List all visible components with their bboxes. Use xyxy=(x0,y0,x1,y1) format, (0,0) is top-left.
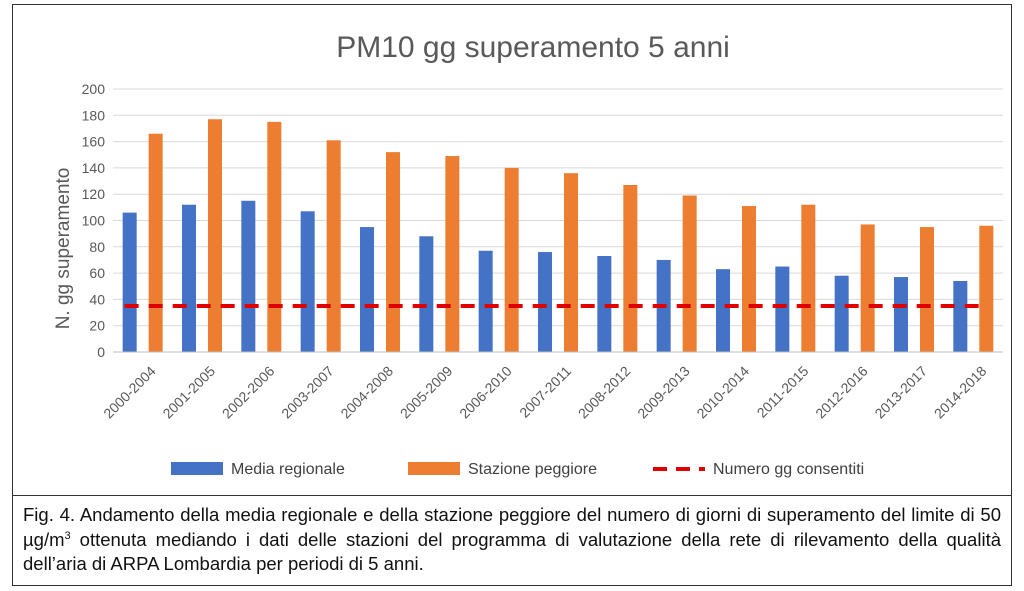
x-tick-label: 2012-2016 xyxy=(812,363,871,422)
bar-stazione-peggiore xyxy=(445,156,460,352)
x-tick-label: 2005-2009 xyxy=(397,363,456,422)
x-tick-label: 2014-2018 xyxy=(931,363,990,422)
legend-swatch-media-regionale xyxy=(171,462,223,475)
legend-label: Media regionale xyxy=(231,461,345,478)
bar-media-regionale xyxy=(834,275,849,352)
bar-media-regionale xyxy=(894,277,908,352)
bar-media-regionale xyxy=(597,256,612,352)
x-tick-label: 2006-2010 xyxy=(456,363,515,422)
bar-stazione-peggiore xyxy=(682,195,697,352)
bar-stazione-peggiore xyxy=(208,119,222,353)
bar-stazione-peggiore xyxy=(920,227,934,352)
caption-superscript: 3 xyxy=(64,529,71,542)
y-tick-label: 40 xyxy=(89,291,105,307)
bar-media-regionale xyxy=(182,204,196,352)
bar-stazione-peggiore xyxy=(326,140,341,352)
y-tick-label: 100 xyxy=(82,213,106,229)
figure-frame: PM10 gg superamento 5 anni 0 20 40 60 80 100 12… xyxy=(12,4,1012,586)
x-tick-label: 2007-2011 xyxy=(516,363,574,421)
y-tick-label: 160 xyxy=(82,134,106,150)
x-tick-label: 2001-2005 xyxy=(159,363,218,422)
x-tick-label: 2000-2004 xyxy=(100,363,159,422)
bar-stazione-peggiore xyxy=(860,224,875,352)
x-tick-label: 2011-2015 xyxy=(754,363,812,421)
legend-swatch-stazione-peggiore xyxy=(408,462,460,475)
y-tick-label: 20 xyxy=(89,318,105,334)
bar-stazione-peggiore xyxy=(148,133,163,352)
y-tick-label: 180 xyxy=(82,107,106,123)
bar-media-regionale xyxy=(538,252,552,352)
x-tick-label: 2009-2013 xyxy=(634,363,693,422)
bar-stazione-peggiore xyxy=(801,204,816,352)
bar-stazione-peggiore xyxy=(504,167,519,352)
legend-label: Numero gg consentiti xyxy=(713,461,864,478)
x-tick-label: 2013-2017 xyxy=(871,363,930,422)
bar-stazione-peggiore xyxy=(386,152,400,352)
x-tick-label: 2010-2014 xyxy=(693,363,752,422)
bar-stazione-peggiore xyxy=(979,225,994,352)
bar-media-regionale xyxy=(478,250,493,352)
x-tick-label: 2003-2007 xyxy=(278,363,337,422)
y-tick-label: 80 xyxy=(89,239,105,255)
bar-media-regionale xyxy=(122,212,137,352)
chart-title: PM10 gg superamento 5 anni xyxy=(336,31,730,64)
legend-label: Stazione peggiore xyxy=(468,461,597,478)
y-axis-label: N. gg superamento xyxy=(53,168,74,330)
caption-text-rest: ottenuta mediando i dati delle stazioni … xyxy=(23,528,1001,575)
x-tick-label: 2004-2008 xyxy=(337,363,396,422)
bar-stazione-peggiore xyxy=(623,184,638,352)
bar-media-regionale xyxy=(419,236,434,352)
bar-media-regionale xyxy=(775,266,790,352)
x-tick-label: 2008-2012 xyxy=(575,363,634,422)
bar-media-regionale xyxy=(300,211,315,352)
x-tick-label: 2002-2006 xyxy=(219,363,278,422)
bar-stazione-peggiore xyxy=(267,121,282,352)
y-tick-label: 0 xyxy=(97,344,105,360)
bar-stazione-peggiore xyxy=(742,206,756,352)
y-tick-label: 200 xyxy=(82,81,106,97)
caption-text: Fig. 4. Andamento della media regionale … xyxy=(23,504,1001,550)
bar-media-regionale xyxy=(953,280,968,352)
pm10-chart: PM10 gg superamento 5 anni 0 20 40 60 80 100 12… xyxy=(53,31,1003,478)
bar-media-regionale xyxy=(360,227,374,352)
figure-caption: Fig. 4. Andamento della media regionale … xyxy=(13,495,1011,585)
y-tick-label: 120 xyxy=(82,186,106,202)
bar-media-regionale xyxy=(716,269,730,352)
y-tick-label: 140 xyxy=(82,160,106,176)
y-tick-label: 60 xyxy=(89,265,105,281)
bar-stazione-peggiore xyxy=(564,173,578,352)
bar-media-regionale xyxy=(241,200,256,352)
chart-area: PM10 gg superamento 5 anni 0 20 40 60 80 100 12… xyxy=(13,5,1011,494)
